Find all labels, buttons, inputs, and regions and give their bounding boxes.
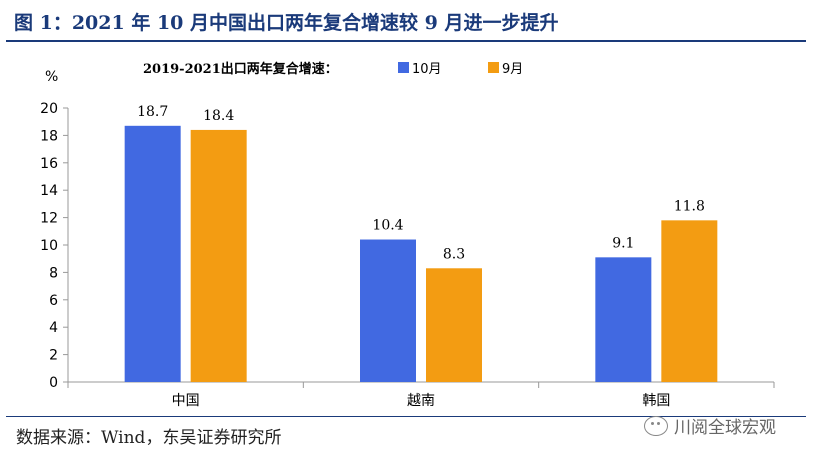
watermark: 川阅全球宏观 [644,413,776,438]
legend-swatch [398,62,409,73]
y-tick-label: 0 [49,375,58,391]
x-tick-label: 韩国 [642,393,670,409]
y-tick-label: 2 [49,348,58,364]
source-note: 数据来源：Wind，东吴证券研究所 [16,428,282,448]
y-tick-label: 20 [40,101,58,117]
watermark-text: 川阅全球宏观 [674,418,776,438]
x-tick-label: 越南 [407,393,435,409]
bar [595,257,652,382]
y-tick-label: 8 [49,265,58,281]
y-axis-unit: % [45,69,58,85]
y-tick-label: 6 [49,293,58,309]
y-tick-label: 18 [40,128,58,144]
bar-chart: 2019-2021出口两年复合增速： 10月 9月% 0 2 4 6 8 10 12 14 16 18 2… [40,61,775,409]
legend-label: 10月 [412,62,442,77]
bar [124,125,181,382]
y-tick-label: 10 [40,238,58,254]
data-label: 18.4 [203,108,234,124]
y-tick-label: 16 [40,156,58,172]
data-label: 9.1 [612,235,634,251]
chart-title: 2019-2021出口两年复合增速： [143,61,338,77]
wechat-icon [644,415,668,436]
data-label: 11.8 [674,198,705,214]
x-tick-label: 中国 [172,393,200,409]
y-tick-label: 4 [49,320,58,336]
footer-rule [6,416,806,417]
y-tick-label: 12 [40,211,58,227]
data-label: 10.4 [372,218,403,234]
legend-swatch [488,62,499,73]
data-label: 18.7 [137,104,168,120]
bar [360,239,416,382]
title-rule [6,40,806,42]
data-label: 8.3 [443,246,465,262]
bar [661,220,718,382]
y-tick-label: 14 [40,183,58,199]
bar [426,268,482,382]
legend-label: 9月 [502,62,523,77]
bar [190,129,247,382]
figure-title: 图 1：2021 年 10 月中国出口两年复合增速较 9 月进一步提升 [14,12,559,34]
